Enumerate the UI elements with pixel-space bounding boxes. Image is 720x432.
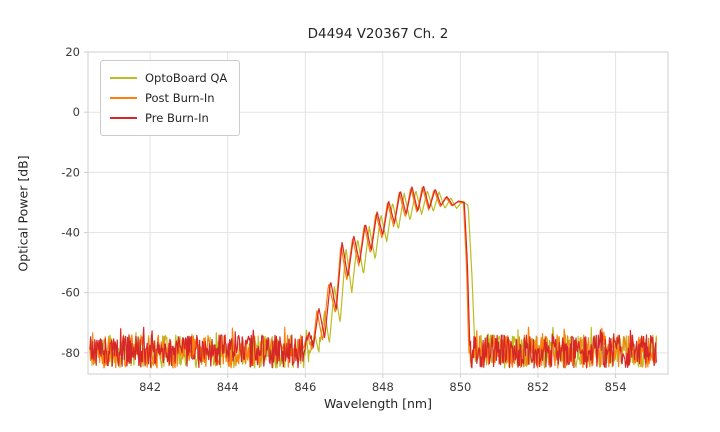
svg-text:848: 848	[372, 380, 394, 394]
legend-label: Post Burn-In	[145, 91, 215, 105]
svg-text:852: 852	[527, 380, 549, 394]
svg-text:-40: -40	[61, 226, 80, 240]
svg-text:846: 846	[294, 380, 316, 394]
svg-text:854: 854	[605, 380, 627, 394]
chart-title: D4494 V20367 Ch. 2	[307, 26, 449, 42]
legend-label: OptoBoard QA	[145, 71, 228, 85]
svg-text:-20: -20	[61, 165, 80, 179]
svg-text:20: 20	[65, 45, 80, 59]
legend-line-icon	[110, 97, 137, 99]
y-axis-label: Optical Power [dB]	[15, 155, 31, 272]
svg-text:-80: -80	[61, 346, 80, 360]
svg-text:-60: -60	[61, 286, 80, 300]
x-axis-label: Wavelength [nm]	[324, 396, 432, 411]
svg-text:844: 844	[217, 380, 239, 394]
svg-text:0: 0	[73, 105, 80, 119]
legend-item-post-burn-in: Post Burn-In	[110, 88, 227, 108]
svg-text:850: 850	[449, 380, 471, 394]
legend-line-icon	[110, 77, 137, 79]
legend-item-pre-burn-in: Pre Burn-In	[110, 108, 227, 128]
legend-line-icon	[110, 117, 137, 119]
legend-item-optoboard-qa: OptoBoard QA	[110, 68, 227, 88]
chart-legend: OptoBoard QA Post Burn-In Pre Burn-In	[100, 60, 241, 136]
svg-text:842: 842	[139, 380, 161, 394]
legend-label: Pre Burn-In	[145, 111, 209, 125]
